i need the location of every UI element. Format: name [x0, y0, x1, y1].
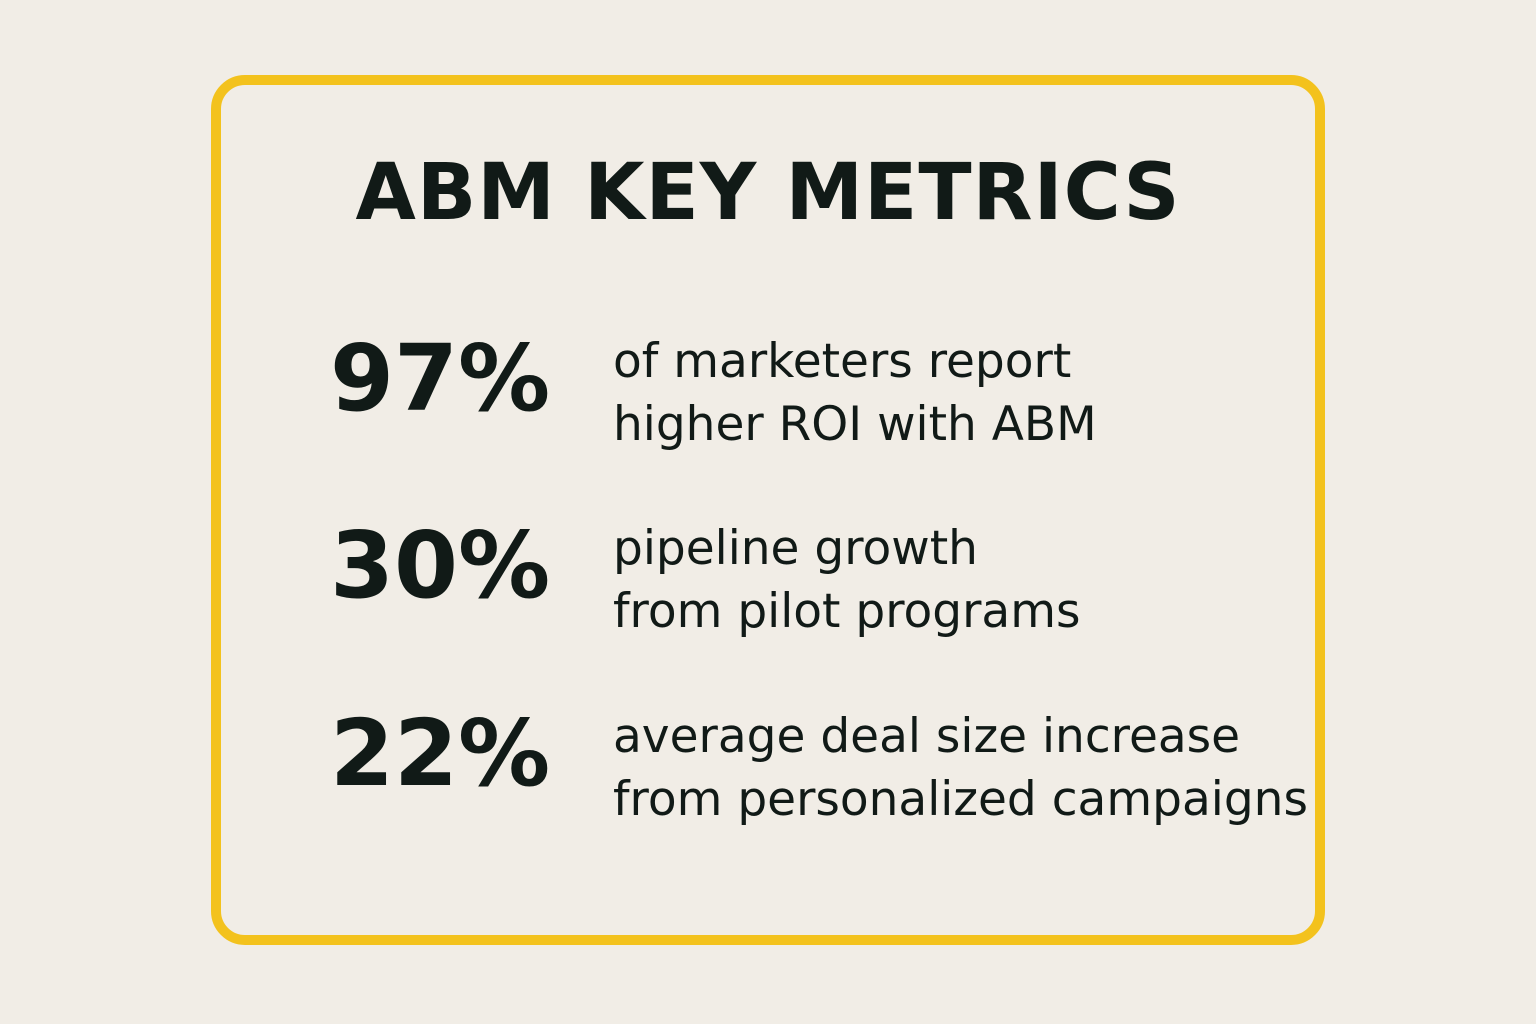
description-line: of marketers report	[613, 334, 1072, 389]
metric-description: of marketers report higher ROI with ABM	[613, 330, 1097, 456]
description-line: higher ROI with ABM	[613, 397, 1097, 452]
metric-value: 97%	[330, 325, 551, 432]
description-line: average deal size increase	[613, 709, 1241, 764]
metric-description: average deal size increase from personali…	[613, 705, 1308, 831]
description-line: pipeline growth	[613, 521, 978, 576]
metric-description: pipeline growth from pilot programs	[613, 517, 1081, 643]
card-frame	[211, 75, 1325, 945]
description-line: from pilot programs	[613, 584, 1081, 639]
description-line: from personalized campaigns	[613, 772, 1308, 827]
metric-value: 30%	[330, 512, 551, 619]
title: ABM KEY METRICS	[355, 148, 1181, 238]
metric-value: 22%	[330, 700, 551, 807]
